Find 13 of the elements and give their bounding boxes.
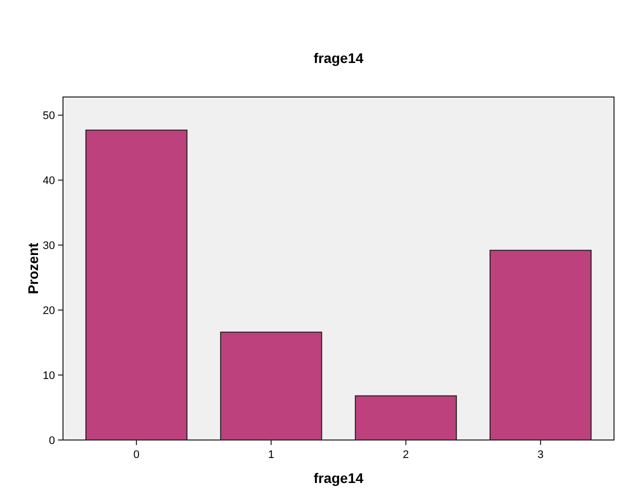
y-axis-title: Prozent <box>25 242 41 294</box>
y-tick-label: 40 <box>42 175 55 187</box>
y-tick-label: 10 <box>42 370 55 382</box>
x-tick-label: 3 <box>538 449 544 461</box>
x-tick-label: 0 <box>133 449 140 461</box>
y-tick-label: 0 <box>48 434 55 447</box>
chart-title: frage14 <box>314 50 364 66</box>
y-tick-label: 30 <box>42 240 55 252</box>
y-tick-label: 20 <box>42 304 55 317</box>
y-tick-label: 50 <box>42 110 55 122</box>
x-tick-label: 2 <box>402 449 409 461</box>
x-axis-title: frage14 <box>314 470 364 486</box>
x-tick-label: 1 <box>268 449 274 461</box>
